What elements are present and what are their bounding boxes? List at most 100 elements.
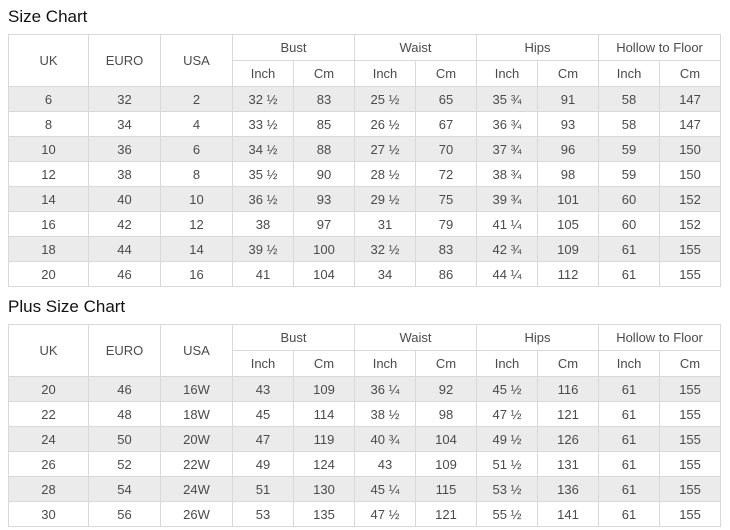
- size-cell: 47 ½: [476, 401, 539, 427]
- size-cell: 61: [598, 401, 661, 427]
- size-cell: 40: [88, 186, 161, 212]
- size-cell: 53: [232, 501, 294, 527]
- size-cell: 29 ½: [354, 186, 417, 212]
- size-cell: 20: [8, 261, 89, 287]
- size-cell: 14: [8, 186, 89, 212]
- size-cell: 36: [88, 136, 161, 162]
- column-header-euro: EURO: [88, 324, 161, 377]
- size-cell: 136: [537, 476, 600, 502]
- size-row: 24 50 20W 47 119 40 ¾ 104 49 ½ 126 61 155: [8, 426, 722, 452]
- size-cell: 75: [415, 186, 478, 212]
- size-row: 18 44 14 39 ½ 100 32 ½ 83 42 ¾ 109 61 155: [8, 236, 722, 262]
- size-cell: 53 ½: [476, 476, 539, 502]
- size-cell: 34 ½: [232, 136, 294, 162]
- size-cell: 49 ½: [476, 426, 539, 452]
- size-cell: 58: [598, 86, 661, 112]
- size-cell: 20: [8, 376, 89, 402]
- size-cell: 155: [659, 501, 722, 527]
- size-cell: 28: [8, 476, 89, 502]
- size-cell: 116: [537, 376, 600, 402]
- size-cell: 50: [88, 426, 161, 452]
- size-cell: 47: [232, 426, 294, 452]
- unit-header-cm: Cm: [415, 60, 478, 87]
- size-cell: 36 ½: [232, 186, 294, 212]
- size-cell: 61: [598, 426, 661, 452]
- size-cell: 126: [537, 426, 600, 452]
- size-row: 14 40 10 36 ½ 93 29 ½ 75 39 ¾ 101 60 152: [8, 186, 722, 212]
- unit-header-cm: Cm: [292, 350, 356, 377]
- size-cell: 93: [537, 111, 600, 137]
- size-cell: 101: [537, 186, 600, 212]
- size-cell: 45 ½: [476, 376, 539, 402]
- size-cell: 10: [8, 136, 89, 162]
- size-cell: 150: [659, 161, 722, 187]
- size-cell: 155: [659, 476, 722, 502]
- size-row: 12 38 8 35 ½ 90 28 ½ 72 38 ¾ 98 59 150: [8, 161, 722, 187]
- size-cell: 52: [88, 451, 161, 477]
- size-cell: 65: [415, 86, 478, 112]
- size-cell: 98: [415, 401, 478, 427]
- size-row: 28 54 24W 51 130 45 ¼ 115 53 ½ 136 61 155: [8, 476, 722, 502]
- size-cell: 36 ¼: [354, 376, 417, 402]
- unit-header-inch: Inch: [354, 60, 417, 87]
- size-cell: 22W: [160, 451, 233, 477]
- size-cell: 8: [160, 161, 233, 187]
- size-cell: 115: [415, 476, 478, 502]
- size-cell: 114: [292, 401, 356, 427]
- size-cell: 30: [8, 501, 89, 527]
- unit-header-cm: Cm: [537, 60, 600, 87]
- unit-header-inch: Inch: [232, 350, 294, 377]
- size-cell: 61: [598, 476, 661, 502]
- size-cell: 56: [88, 501, 161, 527]
- size-cell: 61: [598, 236, 661, 262]
- size-row: 26 52 22W 49 124 43 109 51 ½ 131 61 155: [8, 451, 722, 477]
- size-cell: 60: [598, 211, 661, 237]
- size-cell: 28 ½: [354, 161, 417, 187]
- size-cell: 18: [8, 236, 89, 262]
- size-cell: 91: [537, 86, 600, 112]
- size-cell: 39 ½: [232, 236, 294, 262]
- size-cell: 155: [659, 401, 722, 427]
- size-cell: 44: [88, 236, 161, 262]
- column-header-uk: UK: [8, 324, 89, 377]
- column-header-usa: USA: [160, 324, 233, 377]
- size-cell: 27 ½: [354, 136, 417, 162]
- size-cell: 147: [659, 86, 722, 112]
- size-cell: 48: [88, 401, 161, 427]
- size-cell: 60: [598, 186, 661, 212]
- size-cell: 59: [598, 136, 661, 162]
- size-cell: 26 ½: [354, 111, 417, 137]
- size-cell: 41: [232, 261, 294, 287]
- size-cell: 25 ½: [354, 86, 417, 112]
- size-cell: 34: [354, 261, 417, 287]
- unit-header-inch: Inch: [476, 60, 539, 87]
- size-cell: 90: [292, 161, 356, 187]
- group-header-hollow-to-floor: Hollow to Floor: [598, 34, 722, 61]
- size-row: 20 46 16W 43 109 36 ¼ 92 45 ½ 116 61 155: [8, 376, 722, 402]
- size-cell: 88: [292, 136, 356, 162]
- size-cell: 45: [232, 401, 294, 427]
- size-cell: 121: [415, 501, 478, 527]
- size-cell: 35 ¾: [476, 86, 539, 112]
- unit-header-inch: Inch: [232, 60, 294, 87]
- size-cell: 150: [659, 136, 722, 162]
- size-cell: 155: [659, 451, 722, 477]
- size-cell: 147: [659, 111, 722, 137]
- unit-header-cm: Cm: [415, 350, 478, 377]
- size-cell: 155: [659, 376, 722, 402]
- column-header-uk: UK: [8, 34, 89, 87]
- size-cell: 33 ½: [232, 111, 294, 137]
- size-cell: 130: [292, 476, 356, 502]
- size-cell: 96: [537, 136, 600, 162]
- unit-header-inch: Inch: [598, 350, 661, 377]
- plus-size-chart-body: 20 46 16W 43 109 36 ¼ 92 45 ½ 116 61 155 22 48 18W 45 1…: [8, 376, 722, 527]
- unit-header-inch: Inch: [354, 350, 417, 377]
- group-header-bust: Bust: [231, 34, 356, 61]
- size-cell: 70: [415, 136, 478, 162]
- size-cell: 152: [659, 186, 722, 212]
- size-cell: 38: [232, 211, 294, 237]
- size-cell: 131: [537, 451, 600, 477]
- size-cell: 24W: [160, 476, 233, 502]
- size-cell: 47 ½: [354, 501, 417, 527]
